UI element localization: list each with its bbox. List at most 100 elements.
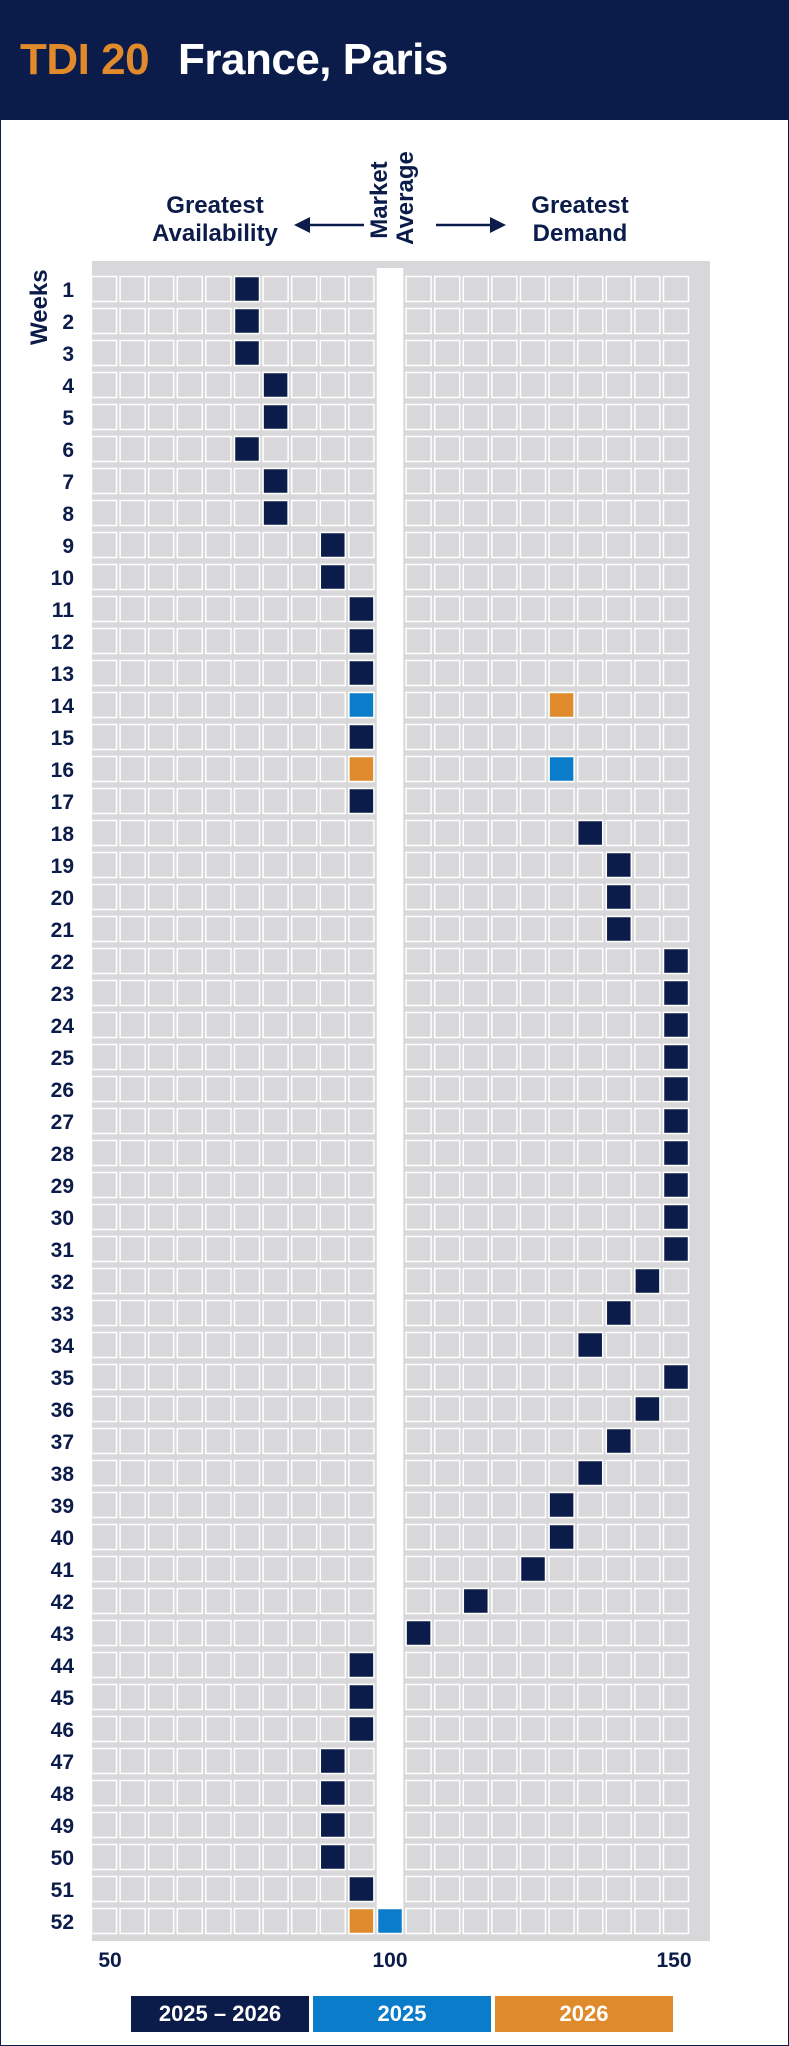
grid-cell [433, 1779, 461, 1807]
grid-cell [519, 435, 547, 463]
grid-cell [90, 371, 118, 399]
data-point-2025-2026 [319, 1779, 347, 1807]
grid-cell [491, 435, 518, 463]
grid-cell [462, 1107, 490, 1135]
grid-cell [405, 499, 432, 527]
grid-cell [290, 1203, 318, 1231]
grid-cell [433, 1235, 461, 1263]
grid-cell [634, 1811, 661, 1839]
grid-cell [262, 1459, 289, 1487]
grid-cell [119, 1715, 146, 1743]
grid-cell [405, 627, 432, 655]
grid-cell [290, 563, 318, 591]
location-title: France, Paris [178, 35, 448, 84]
grid-cell [319, 1363, 347, 1391]
week-tick-label: 2 [62, 311, 74, 334]
grid-cell [462, 787, 490, 815]
grid-cell [405, 1683, 432, 1711]
grid-cell [319, 499, 347, 527]
grid-cell [519, 1267, 547, 1295]
grid-cell [405, 1555, 432, 1583]
grid-cell [634, 339, 661, 367]
grid-cell [405, 1075, 432, 1103]
grid-cell [433, 1843, 461, 1871]
data-point-2025-2026 [233, 307, 261, 335]
grid-cell [233, 1043, 261, 1071]
grid-cell [176, 1555, 204, 1583]
grid-cell [605, 1107, 633, 1135]
grid-cell [605, 819, 633, 847]
grid-cell [634, 1363, 661, 1391]
grid-cell [605, 1011, 633, 1039]
grid-cell [233, 1715, 261, 1743]
week-tick-label: 19 [51, 855, 74, 878]
data-point-2025-2026 [348, 627, 375, 655]
grid-cell [433, 1651, 461, 1679]
grid-cell [462, 339, 490, 367]
grid-cell [348, 499, 375, 527]
week-tick-label: 45 [51, 1687, 75, 1710]
legend-item-2026: 2026 [495, 1996, 673, 2032]
grid-cell [290, 1875, 318, 1903]
grid-cell [290, 787, 318, 815]
grid-cell [519, 371, 547, 399]
grid-cell [233, 1747, 261, 1775]
grid-cell [262, 1203, 289, 1231]
grid-cell [119, 531, 146, 559]
grid-cell [262, 915, 289, 943]
grid-cell [262, 1587, 289, 1615]
data-point-2025-2026 [262, 371, 289, 399]
grid-cell [176, 275, 204, 303]
grid-cell [576, 947, 604, 975]
grid-cell [519, 1779, 547, 1807]
grid-cell [233, 915, 261, 943]
grid-cell [405, 1107, 432, 1135]
week-tick-label: 18 [51, 823, 75, 846]
grid-cell [119, 1523, 146, 1551]
grid-cell [576, 851, 604, 879]
grid-cell [205, 307, 232, 335]
data-point-2025-2026 [548, 1523, 575, 1551]
grid-cell [519, 851, 547, 879]
grid-cell [233, 531, 261, 559]
grid-cell [147, 1395, 175, 1423]
grid-cell [519, 403, 547, 431]
grid-cell [233, 1779, 261, 1807]
grid-cell [233, 1651, 261, 1679]
grid-cell [205, 979, 232, 1007]
grid-cell [548, 1299, 575, 1327]
grid-cell [262, 1779, 289, 1807]
grid-cell [205, 1747, 232, 1775]
grid-cell [548, 787, 575, 815]
grid-cell [348, 1619, 375, 1647]
grid-cell [548, 307, 575, 335]
grid-cell [233, 1267, 261, 1295]
grid-cell [176, 1075, 204, 1103]
grid-cell [233, 499, 261, 527]
grid-cell [605, 531, 633, 559]
grid-cell [90, 563, 118, 591]
grid-cell [262, 563, 289, 591]
grid-cell [319, 1459, 347, 1487]
grid-cell [662, 1299, 690, 1327]
grid-cell [576, 1811, 604, 1839]
grid-cell [290, 659, 318, 687]
grid-cell [205, 1459, 232, 1487]
grid-cell [405, 1171, 432, 1199]
grid-cell [433, 1171, 461, 1199]
grid-cell [405, 1363, 432, 1391]
grid-cell [462, 1747, 490, 1775]
grid-cell [233, 659, 261, 687]
grid-cell [433, 1907, 461, 1935]
grid-cell [90, 1267, 118, 1295]
grid-cell [233, 1011, 261, 1039]
grid-cell [176, 1107, 204, 1135]
grid-cell [319, 1587, 347, 1615]
grid-cell [662, 1683, 690, 1711]
grid-cell [262, 883, 289, 911]
data-point-2025-2026 [662, 1043, 690, 1071]
grid-cell [491, 307, 518, 335]
data-point-2025-2026 [319, 1811, 347, 1839]
grid-cell [405, 403, 432, 431]
grid-cell [119, 755, 146, 783]
